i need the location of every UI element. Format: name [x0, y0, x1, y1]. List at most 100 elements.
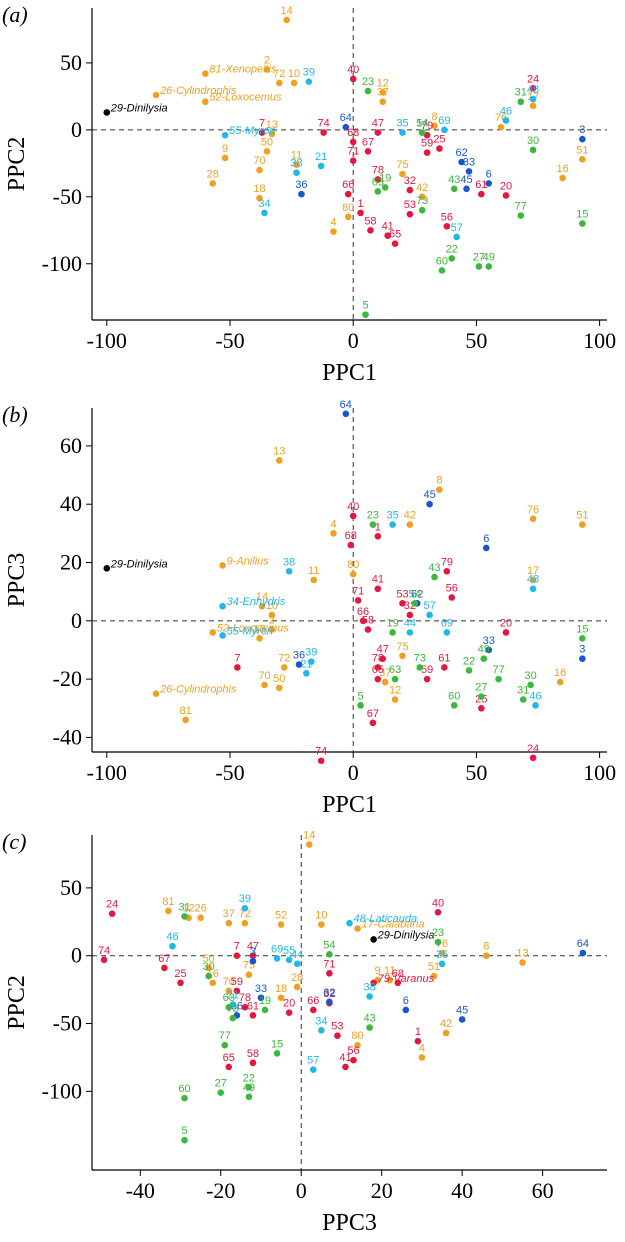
point: [529, 585, 537, 593]
point: [209, 629, 217, 636]
point-label: 43: [363, 1013, 375, 1025]
point-label: 76: [527, 504, 539, 516]
y-tick-label: 20: [60, 550, 82, 575]
point-label: 62: [411, 588, 423, 600]
x-axis-label: PPC3: [322, 1210, 377, 1236]
point: [366, 1024, 373, 1031]
point: [273, 1050, 281, 1057]
point-label: 13: [266, 119, 278, 131]
point: [441, 664, 448, 671]
point-label: 25: [174, 968, 186, 980]
point: [381, 678, 389, 686]
x-tick-label: -40: [126, 1178, 155, 1203]
point-label: 61: [247, 1000, 259, 1012]
point-label: 69: [441, 617, 453, 629]
point: [268, 130, 276, 138]
point: [258, 129, 266, 136]
point-label: 14: [256, 591, 268, 603]
x-tick-label: 60: [532, 1178, 554, 1203]
point: [448, 594, 456, 601]
point: [277, 921, 285, 928]
point-label: 22: [243, 1072, 255, 1084]
point: [529, 102, 537, 110]
y-tick-label: 0: [71, 117, 82, 142]
x-tick-label: -50: [215, 328, 244, 353]
point-label: 18: [253, 183, 265, 195]
point-label: 24: [527, 743, 539, 755]
point: [318, 921, 325, 928]
point: [225, 1063, 233, 1071]
point-label: 54: [323, 939, 335, 951]
point-label: 47: [377, 644, 389, 656]
point: [579, 635, 586, 642]
point-label: 2: [269, 615, 275, 627]
point-label: 58: [364, 215, 376, 227]
point-label: 67: [362, 136, 374, 148]
point-label: 12: [182, 903, 194, 915]
point: [249, 952, 257, 960]
point-label: 8: [431, 111, 437, 123]
point: [293, 960, 301, 968]
point: [478, 704, 485, 712]
point: [309, 1066, 317, 1073]
point-label: 59: [421, 138, 433, 150]
point-label: 46: [166, 931, 178, 943]
point-label: 7: [234, 652, 240, 664]
point-label: 59: [231, 976, 243, 988]
point: [406, 629, 414, 636]
point-label: 27: [215, 1078, 227, 1090]
point-label: 38: [363, 981, 375, 993]
point: [100, 956, 108, 964]
point-label: 29-Dinilysia: [110, 102, 168, 114]
point-label: 11: [291, 150, 302, 162]
point: [430, 972, 438, 980]
point: [453, 233, 460, 241]
point: [349, 570, 357, 578]
point: [305, 841, 313, 848]
point: [418, 206, 426, 214]
point: [275, 79, 283, 87]
point-label: 42: [440, 1018, 452, 1030]
point: [480, 655, 488, 663]
point: [475, 263, 483, 270]
x-tick-label: 100: [583, 760, 616, 785]
point-label: 34: [258, 198, 270, 210]
point-label: 14: [416, 118, 428, 130]
point: [431, 573, 438, 581]
point: [326, 951, 333, 958]
point: [369, 719, 377, 727]
point: [245, 1093, 253, 1101]
point-label: 53: [396, 588, 408, 600]
point-label: 48: [527, 84, 539, 96]
point: [441, 126, 448, 134]
y-tick-label: -20: [53, 666, 82, 691]
point-label: 31: [178, 901, 190, 913]
point-label: 3: [579, 124, 585, 136]
x-tick-label: -50: [215, 760, 244, 785]
point-label: 20: [283, 998, 295, 1010]
point-label: 16: [557, 163, 569, 175]
point-label: 49: [243, 1082, 255, 1094]
point: [298, 190, 305, 198]
point-label: 48: [527, 574, 539, 586]
point: [285, 1009, 293, 1016]
point-label: 10: [315, 910, 327, 922]
panel-label: (c): [2, 829, 26, 854]
point: [436, 486, 443, 493]
y-tick-label: 0: [71, 608, 82, 633]
point: [342, 410, 350, 418]
point: [326, 970, 333, 977]
point-label: 8: [436, 475, 442, 487]
point: [357, 209, 364, 217]
point: [350, 1056, 357, 1064]
point: [465, 667, 473, 674]
point-label: 68: [345, 530, 357, 542]
point-label: 75: [396, 641, 408, 653]
point-label: 12: [377, 77, 389, 89]
point-label: 60: [436, 255, 448, 267]
point-label: 63: [389, 664, 401, 676]
point: [442, 1029, 450, 1037]
point: [497, 123, 505, 131]
point-label: 21: [315, 151, 327, 163]
point: [374, 188, 382, 195]
